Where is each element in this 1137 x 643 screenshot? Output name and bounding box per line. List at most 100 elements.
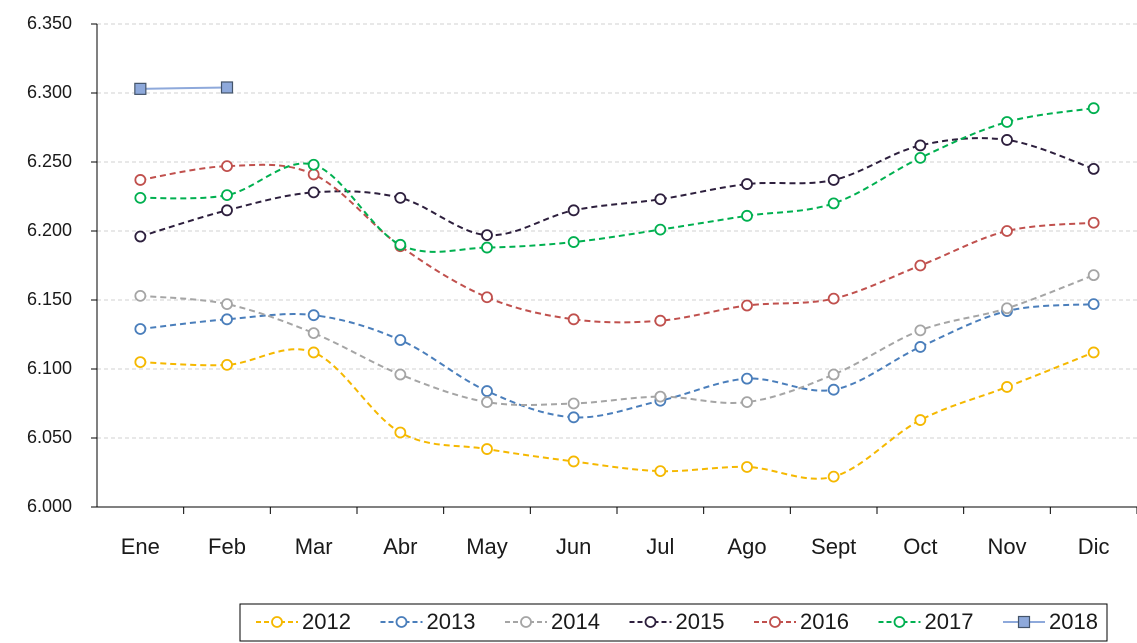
point bbox=[827, 197, 840, 210]
point bbox=[654, 223, 667, 236]
point bbox=[481, 291, 493, 304]
point bbox=[221, 358, 233, 371]
y-tick-label: 6.100 bbox=[27, 358, 72, 378]
series-line bbox=[140, 137, 1094, 238]
point bbox=[307, 309, 320, 322]
series-line bbox=[140, 274, 1095, 406]
legend-label: 2018 bbox=[1049, 609, 1098, 634]
point bbox=[1087, 216, 1100, 229]
point bbox=[914, 324, 927, 337]
point bbox=[307, 168, 320, 181]
point bbox=[481, 241, 493, 254]
point bbox=[134, 191, 147, 204]
point bbox=[481, 229, 493, 242]
point bbox=[827, 368, 840, 381]
point bbox=[1001, 302, 1013, 315]
legend-marker bbox=[395, 616, 408, 628]
x-tick-label: Nov bbox=[987, 534, 1026, 559]
point bbox=[134, 323, 147, 335]
point bbox=[827, 470, 840, 483]
legend-label: 2015 bbox=[676, 609, 725, 634]
y-tick-label: 6.250 bbox=[27, 151, 72, 171]
x-tick-label: Dic bbox=[1078, 534, 1110, 559]
point bbox=[221, 204, 233, 217]
point bbox=[741, 209, 753, 222]
point bbox=[1087, 269, 1100, 282]
point bbox=[394, 426, 407, 439]
point bbox=[134, 356, 147, 369]
legend-box bbox=[239, 603, 1108, 642]
legend-marker bbox=[893, 616, 906, 628]
point bbox=[134, 82, 147, 95]
point bbox=[567, 455, 580, 468]
y-tick-label: 6.150 bbox=[27, 289, 72, 309]
series-line bbox=[140, 86, 228, 90]
point bbox=[914, 414, 927, 426]
point bbox=[567, 411, 580, 424]
x-tick-label: Oct bbox=[903, 534, 937, 559]
point bbox=[654, 193, 667, 206]
legend-marker bbox=[644, 616, 657, 628]
point bbox=[394, 191, 407, 204]
point bbox=[654, 314, 667, 327]
legend-marker bbox=[271, 616, 283, 628]
point bbox=[741, 178, 753, 190]
point bbox=[1001, 225, 1013, 237]
x-tick-label: Feb bbox=[208, 534, 246, 559]
point bbox=[827, 383, 840, 396]
point bbox=[481, 443, 493, 455]
series-line bbox=[140, 303, 1094, 419]
y-tick-label: 6.000 bbox=[27, 496, 72, 516]
point bbox=[654, 465, 667, 478]
point bbox=[394, 334, 407, 346]
point bbox=[134, 289, 147, 302]
point bbox=[1001, 381, 1013, 393]
point bbox=[307, 186, 320, 199]
legend-marker bbox=[1017, 615, 1031, 629]
legend-label: 2013 bbox=[427, 609, 476, 634]
point bbox=[134, 230, 147, 243]
point bbox=[307, 158, 320, 171]
point bbox=[567, 397, 580, 410]
legend-marker bbox=[520, 616, 532, 628]
point bbox=[221, 298, 233, 311]
x-tick-label: Mar bbox=[295, 534, 333, 559]
series-line bbox=[140, 163, 1094, 324]
x-tick-label: Jul bbox=[646, 534, 674, 559]
point bbox=[1087, 162, 1100, 175]
y-tick-label: 6.200 bbox=[27, 220, 72, 240]
point bbox=[741, 461, 753, 473]
point bbox=[1001, 134, 1013, 146]
y-tick-label: 6.050 bbox=[27, 427, 72, 447]
point bbox=[221, 189, 233, 202]
legend-label: 2017 bbox=[925, 609, 974, 634]
legend-label: 2014 bbox=[551, 609, 600, 634]
point bbox=[567, 204, 580, 217]
x-tick-label: Ago bbox=[727, 534, 766, 559]
point bbox=[134, 174, 147, 186]
point bbox=[1087, 298, 1100, 311]
point bbox=[741, 299, 753, 312]
y-tick-label: 6.300 bbox=[27, 82, 72, 102]
legend-marker bbox=[769, 616, 781, 628]
point bbox=[1001, 116, 1013, 128]
x-tick-label: Abr bbox=[383, 534, 417, 559]
point bbox=[914, 259, 927, 272]
point bbox=[481, 396, 493, 409]
point bbox=[1087, 102, 1100, 115]
point bbox=[481, 385, 493, 397]
point bbox=[221, 313, 233, 326]
legend-label: 2012 bbox=[302, 609, 351, 634]
x-tick-label: Sept bbox=[811, 534, 856, 559]
point bbox=[914, 139, 927, 152]
point bbox=[567, 313, 580, 326]
point bbox=[220, 81, 234, 94]
point bbox=[221, 160, 233, 173]
point bbox=[827, 292, 840, 305]
point bbox=[567, 236, 580, 248]
x-tick-label: Ene bbox=[121, 534, 160, 559]
point bbox=[654, 390, 667, 403]
series-line bbox=[140, 107, 1094, 253]
y-tick-label: 6.350 bbox=[27, 13, 72, 33]
